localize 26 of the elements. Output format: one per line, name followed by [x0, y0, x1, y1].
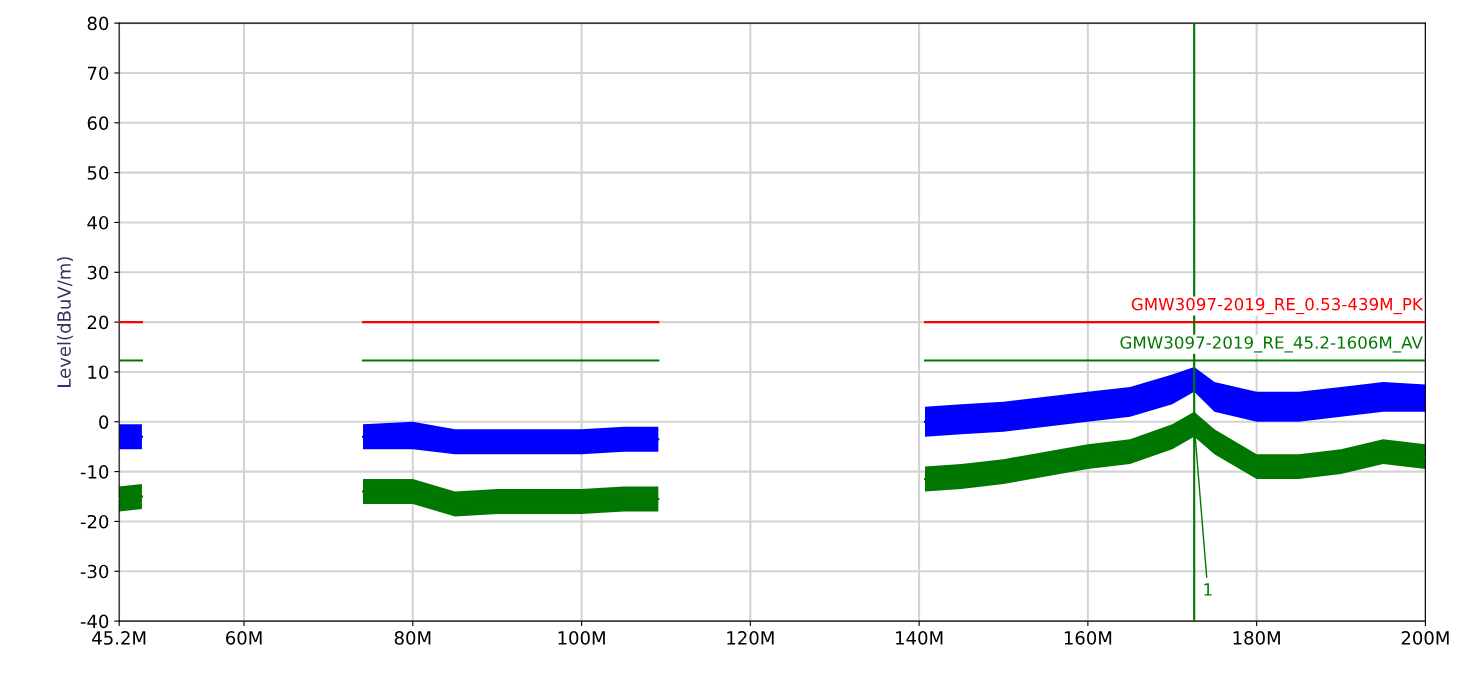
x-tick-label: 80M [394, 631, 431, 645]
x-tick-label: 60M [226, 631, 262, 645]
y-tick-label: 80 [87, 16, 109, 31]
series-label: GMW3097-2019_RE_0.53-439M_PK [1131, 297, 1424, 315]
y-tick-label: 60 [87, 116, 109, 130]
x-tick-label: 120M [727, 631, 774, 645]
series-label: GMW3097-2019_RE_45.2-1606M_AV [1120, 336, 1423, 353]
y-tick-label: -10 [80, 465, 109, 479]
y-tick-label: -20 [80, 514, 109, 529]
x-tick-label: 200M [1401, 631, 1449, 645]
y-tick-label: 10 [88, 365, 109, 380]
y-tick-label: 20 [87, 315, 109, 330]
y-tick-label: -30 [80, 564, 109, 579]
x-tick-label: 45.2M [92, 631, 146, 645]
x-tick-label: 100M [558, 631, 605, 645]
x-tick-label: 140M [896, 631, 943, 645]
y-tick-label: 30 [87, 265, 109, 280]
y-tick-label: 40 [87, 215, 109, 230]
y-tick-label: 70 [87, 66, 109, 81]
x-tick-label: 160M [1064, 631, 1112, 645]
y-axis-title: Level(dBuV/m) [56, 257, 74, 387]
x-tick-label: 180M [1233, 631, 1280, 645]
y-tick-label: 0 [99, 415, 109, 429]
annotation: 1 [1204, 583, 1212, 596]
y-tick-label: -40 [80, 614, 109, 629]
y-tick-label: 50 [87, 166, 109, 180]
